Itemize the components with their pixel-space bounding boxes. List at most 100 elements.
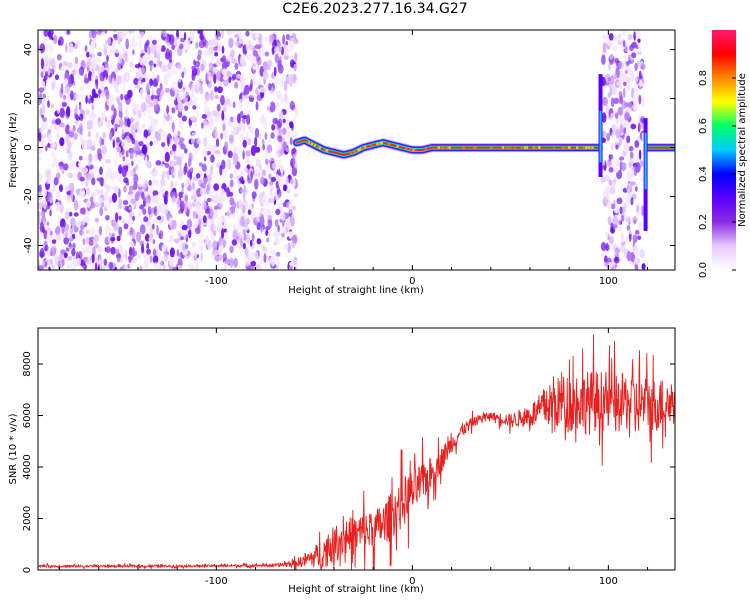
noise-speckle [105, 171, 110, 182]
noise-speckle [103, 178, 107, 189]
signal-dot [591, 146, 594, 149]
noise-speckle [78, 66, 85, 77]
noise-speckle [217, 254, 223, 261]
noise-speckle [616, 81, 621, 86]
noise-speckle [622, 40, 626, 47]
noise-speckle [108, 195, 113, 204]
noise-speckle [638, 202, 642, 211]
noise-speckle [203, 98, 208, 107]
noise-speckle [149, 255, 153, 263]
signal-dot [424, 147, 428, 151]
noise-speckle [38, 132, 42, 142]
noise-speckle [53, 35, 58, 44]
noise-speckle [245, 150, 251, 157]
noise-speckle [261, 47, 265, 57]
noise-speckle [255, 159, 262, 168]
noise-speckle [118, 215, 122, 221]
noise-speckle [620, 232, 625, 243]
noise-speckle [47, 133, 53, 143]
noise-speckle [625, 120, 629, 130]
noise-speckle [38, 155, 42, 162]
noise-speckle [195, 173, 201, 179]
noise-speckle [54, 74, 60, 81]
noise-speckle [264, 132, 268, 141]
noise-speckle [246, 132, 249, 141]
noise-speckle [177, 94, 181, 104]
noise-speckle [240, 74, 244, 83]
noise-speckle [39, 247, 45, 259]
noise-speckle [634, 77, 639, 83]
noise-speckle [283, 184, 287, 192]
noise-speckle [69, 228, 72, 239]
noise-speckle [91, 67, 95, 75]
noise-speckle [152, 255, 159, 264]
noise-speckle [601, 251, 605, 257]
noise-speckle [627, 102, 633, 108]
noise-speckle [95, 132, 99, 139]
noise-speckle [82, 246, 86, 254]
noise-speckle [55, 126, 59, 131]
noise-speckle [224, 170, 228, 175]
noise-speckle [137, 71, 144, 81]
noise-speckle [637, 235, 642, 241]
snr-series-line [38, 334, 675, 570]
spectrogram-panel: -100 0 100 -40 -20 0 20 40 Frequency (Hz) Heigh… [8, 29, 676, 296]
noise-speckle [611, 124, 617, 135]
noise-speckle [38, 215, 41, 226]
noise-speckle [70, 161, 77, 170]
noise-speckle [92, 92, 95, 99]
noise-speckle [640, 63, 646, 71]
noise-speckle [200, 252, 204, 262]
noise-speckle [608, 154, 614, 160]
noise-speckle [281, 233, 285, 238]
noise-speckle [177, 112, 183, 118]
spectrogram-y-tick-label: 0 [23, 144, 34, 150]
noise-speckle [203, 121, 209, 130]
noise-speckle [134, 84, 141, 89]
noise-speckle [610, 222, 614, 233]
noise-speckle [40, 43, 44, 54]
signal-dot [448, 146, 451, 149]
noise-speckle [38, 184, 42, 194]
noise-speckle [116, 146, 122, 153]
noise-speckle [213, 230, 217, 236]
noise-speckle [245, 246, 249, 258]
noise-speckle [207, 71, 212, 82]
noise-speckle [639, 224, 643, 232]
noise-speckle [86, 109, 90, 115]
noise-speckle [185, 228, 188, 239]
noise-speckle [118, 102, 123, 112]
noise-speckle [123, 223, 129, 230]
noise-speckle [184, 202, 188, 214]
noise-speckle [231, 57, 237, 64]
noise-speckle [131, 203, 136, 209]
noise-speckle [75, 257, 81, 267]
noise-speckle [141, 243, 145, 254]
noise-speckle [128, 206, 132, 211]
noise-speckle [610, 143, 614, 151]
noise-speckle [51, 162, 56, 168]
noise-speckle [53, 156, 58, 164]
noise-speckle [197, 240, 201, 246]
signal-dot [408, 148, 412, 151]
noise-speckle [65, 231, 69, 238]
noise-speckle [213, 205, 219, 210]
noise-speckle [187, 157, 192, 168]
noise-speckle [282, 118, 286, 124]
noise-speckle [178, 232, 182, 241]
noise-speckle [58, 39, 61, 46]
noise-speckle [606, 190, 610, 200]
noise-speckle [289, 261, 295, 267]
noise-speckle [188, 209, 192, 219]
noise-speckle [208, 62, 213, 72]
noise-speckle [59, 122, 65, 128]
noise-speckle [174, 99, 178, 106]
noise-speckle [97, 246, 103, 254]
noise-speckle [280, 210, 283, 221]
noise-speckle [262, 144, 266, 151]
noise-speckle [173, 253, 178, 261]
noise-speckle [51, 81, 55, 91]
noise-speckle [233, 257, 238, 268]
noise-speckle [203, 156, 207, 162]
noise-speckle [250, 55, 257, 65]
